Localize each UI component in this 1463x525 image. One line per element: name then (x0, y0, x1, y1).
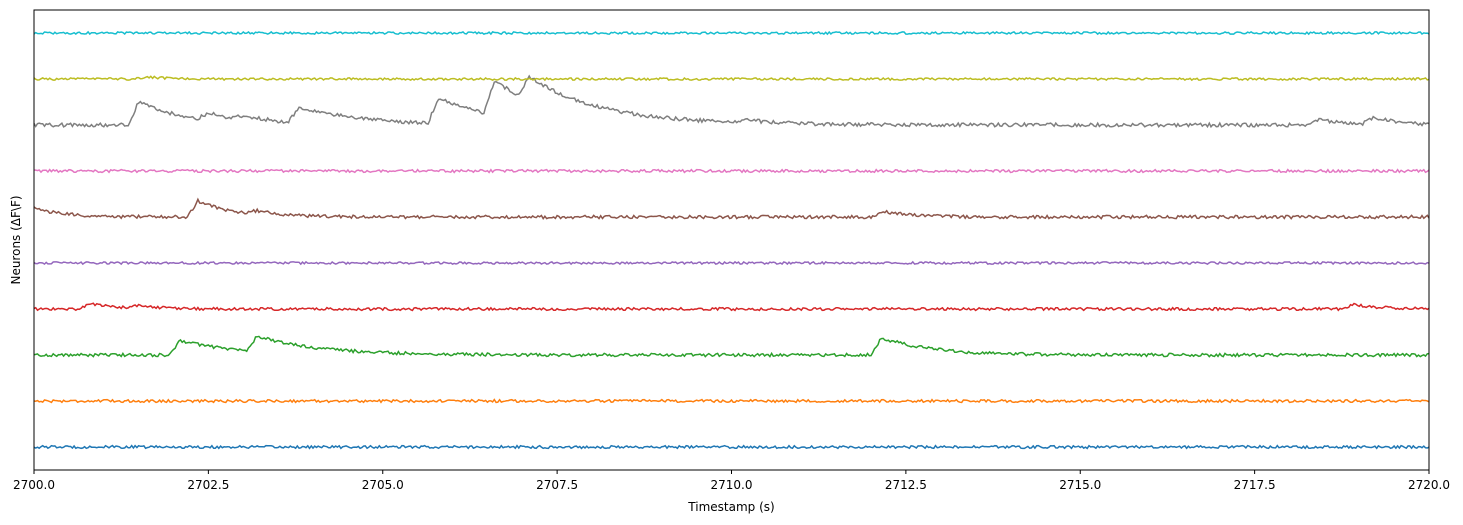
x-axis-label: Timestamp (s) (687, 500, 774, 514)
series-line-5 (33, 197, 1430, 220)
series-line-6 (33, 168, 1430, 174)
x-tick-label-2: 2705.0 (362, 478, 404, 492)
series-line-0 (33, 444, 1430, 450)
x-tick-label-7: 2717.5 (1234, 478, 1276, 492)
x-tick-label-4: 2710.0 (711, 478, 753, 492)
series-line-4 (33, 260, 1430, 266)
x-tick-label-6: 2715.0 (1059, 478, 1101, 492)
x-tick-label-1: 2702.5 (187, 478, 229, 492)
series-line-3 (33, 302, 1430, 312)
x-tick-label-3: 2707.5 (536, 478, 578, 492)
x-tick-label-5: 2712.5 (885, 478, 927, 492)
x-axis-ticks: 2700.0 2702.5 2705.0 2707.5 2710.0 2712.5 2715… (13, 470, 1450, 492)
x-tick-label-0: 2700.0 (13, 478, 55, 492)
series-line-7 (33, 74, 1430, 129)
series-lines (33, 30, 1430, 450)
x-tick-label-8: 2720.0 (1408, 478, 1450, 492)
series-line-8 (33, 75, 1430, 82)
series-line-2 (33, 335, 1430, 358)
y-axis-label: Neurons (ΔF\F) (9, 195, 23, 284)
series-line-1 (33, 398, 1430, 404)
series-line-9 (33, 30, 1430, 36)
